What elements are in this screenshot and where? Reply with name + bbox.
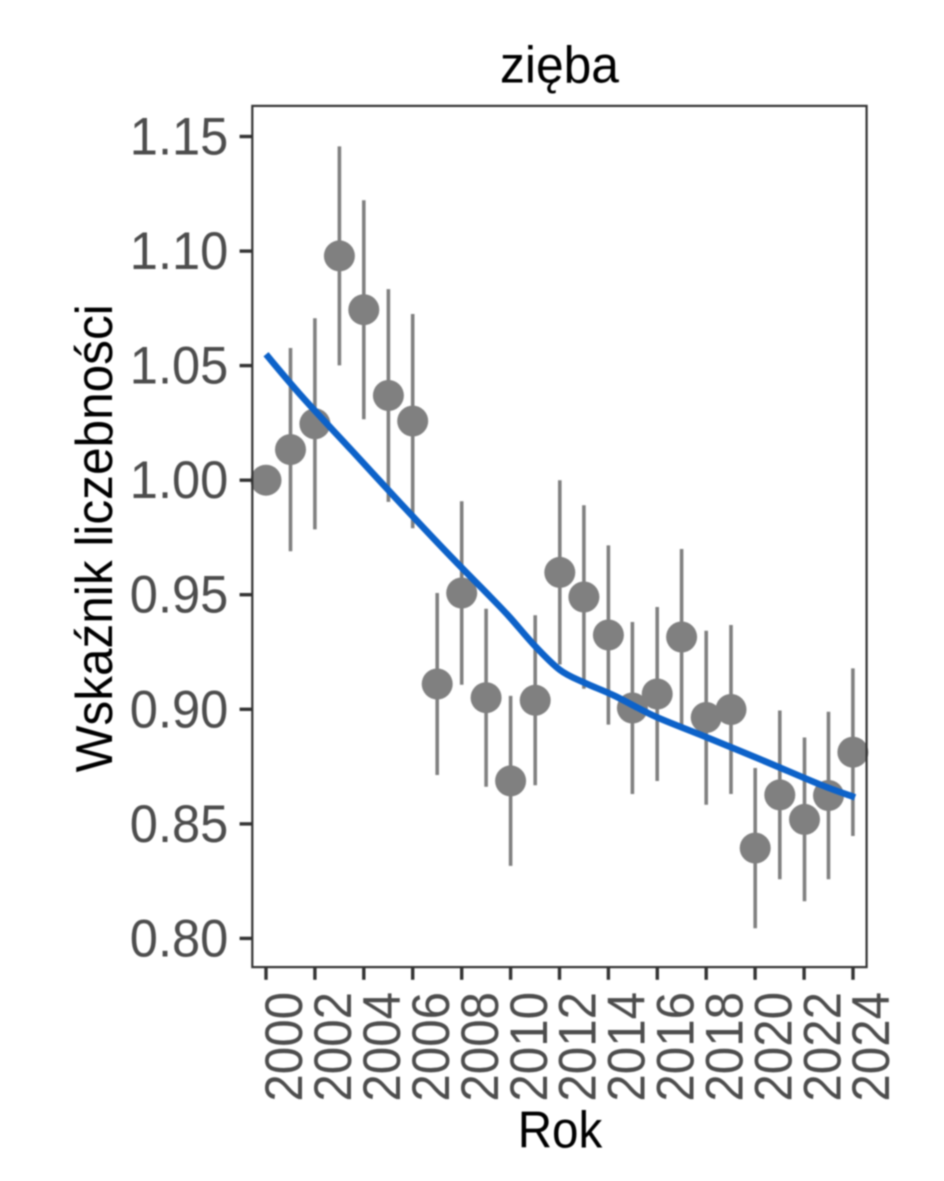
svg-text:2014: 2014 [597,992,656,1102]
svg-text:2002: 2002 [303,992,362,1102]
svg-text:0.95: 0.95 [130,565,228,624]
svg-text:1.10: 1.10 [130,221,228,280]
svg-text:Wskaźnik liczebności: Wskaźnik liczebności [65,304,123,772]
svg-text:1.15: 1.15 [130,106,228,165]
svg-text:0.90: 0.90 [130,679,228,738]
svg-text:2024: 2024 [842,992,901,1102]
svg-text:2000: 2000 [255,992,314,1102]
svg-text:0.85: 0.85 [130,794,228,853]
svg-text:2020: 2020 [744,992,803,1102]
svg-text:2006: 2006 [401,992,460,1102]
svg-text:2016: 2016 [646,992,705,1102]
svg-text:2018: 2018 [695,992,754,1102]
svg-text:2022: 2022 [793,992,852,1102]
svg-text:Rok: Rok [518,1100,603,1158]
svg-text:1.00: 1.00 [130,450,228,509]
svg-text:0.80: 0.80 [130,908,228,967]
svg-text:zięba: zięba [500,36,620,94]
svg-text:2008: 2008 [450,992,509,1102]
svg-text:2004: 2004 [352,992,411,1102]
svg-text:1.05: 1.05 [130,336,228,395]
svg-text:2010: 2010 [499,992,558,1102]
svg-text:2012: 2012 [548,992,607,1102]
